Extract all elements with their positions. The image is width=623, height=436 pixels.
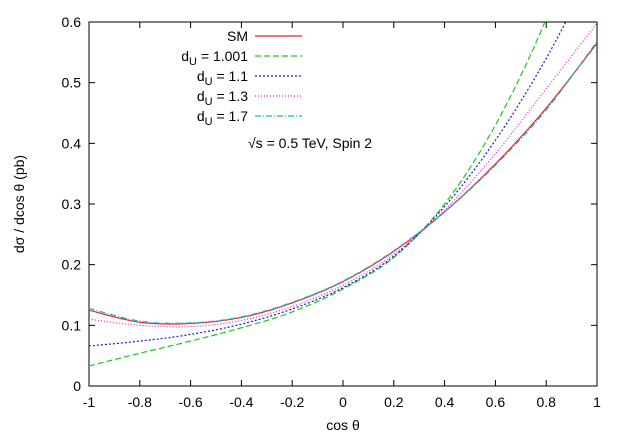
y-tick-label: 0.6 (62, 14, 82, 30)
x-tick-label: -0.6 (179, 394, 203, 410)
axis-ticks: -1 -0.8 -0.6 -0.4 -0.2 0 0.2 0.4 0.6 0.8 1 0 0.1 0.2 0… (62, 14, 602, 410)
series-line-2 (89, 22, 567, 347)
y-tick-label: 0.1 (62, 317, 82, 333)
x-tick-label: -0.4 (229, 394, 253, 410)
x-tick-label: -0.8 (128, 394, 152, 410)
x-tick-label: 0.8 (536, 394, 556, 410)
y-tick-label: 0.4 (62, 135, 82, 151)
legend-label-main: d (197, 88, 205, 104)
legend-label-tail: = 1.001 (197, 48, 248, 64)
series-line-1 (89, 22, 546, 367)
legend-label-tail: = 1.7 (213, 108, 249, 124)
x-tick-label: 0.2 (384, 394, 404, 410)
x-axis-label: cos θ (326, 417, 360, 433)
x-tick-label: -1 (83, 394, 96, 410)
legend-label-tail: = 1.1 (213, 68, 249, 84)
legend-label-0: SM (227, 28, 248, 44)
series-line-0 (89, 42, 597, 325)
legend-label-tail: = 1.3 (213, 88, 249, 104)
legend-label-main: SM (227, 28, 248, 44)
series-line-4 (89, 41, 597, 324)
x-tick-label: -0.2 (280, 394, 304, 410)
legend-label-sub: U (205, 116, 213, 128)
legend-label-sub: U (189, 56, 197, 68)
legend-label-main: d (197, 108, 205, 124)
legend-label-4: dU = 1.7 (197, 108, 248, 128)
series-lines (89, 22, 597, 367)
series-line-3 (89, 22, 597, 328)
annotation-text: √s = 0.5 TeV, Spin 2 (248, 135, 372, 151)
y-tick-label: 0.2 (62, 257, 82, 273)
legend-label-main: d (181, 48, 189, 64)
legend-label-sub: U (205, 96, 213, 108)
x-tick-label: 0.4 (435, 394, 455, 410)
legend-label-sub: U (205, 76, 213, 88)
legend-label-main: d (197, 68, 205, 84)
x-tick-label: 1 (593, 394, 601, 410)
y-tick-label: 0 (73, 378, 81, 394)
x-tick-label: 0 (339, 394, 347, 410)
y-tick-label: 0.5 (62, 75, 82, 91)
y-axis-label: dσ / dcos θ (pb) (11, 155, 27, 253)
legend-label-1: dU = 1.001 (181, 48, 248, 68)
y-tick-label: 0.3 (62, 196, 82, 212)
legend-label-2: dU = 1.1 (197, 68, 248, 88)
legend-label-3: dU = 1.3 (197, 88, 248, 108)
x-tick-label: 0.6 (486, 394, 506, 410)
plot-frame (88, 21, 598, 387)
